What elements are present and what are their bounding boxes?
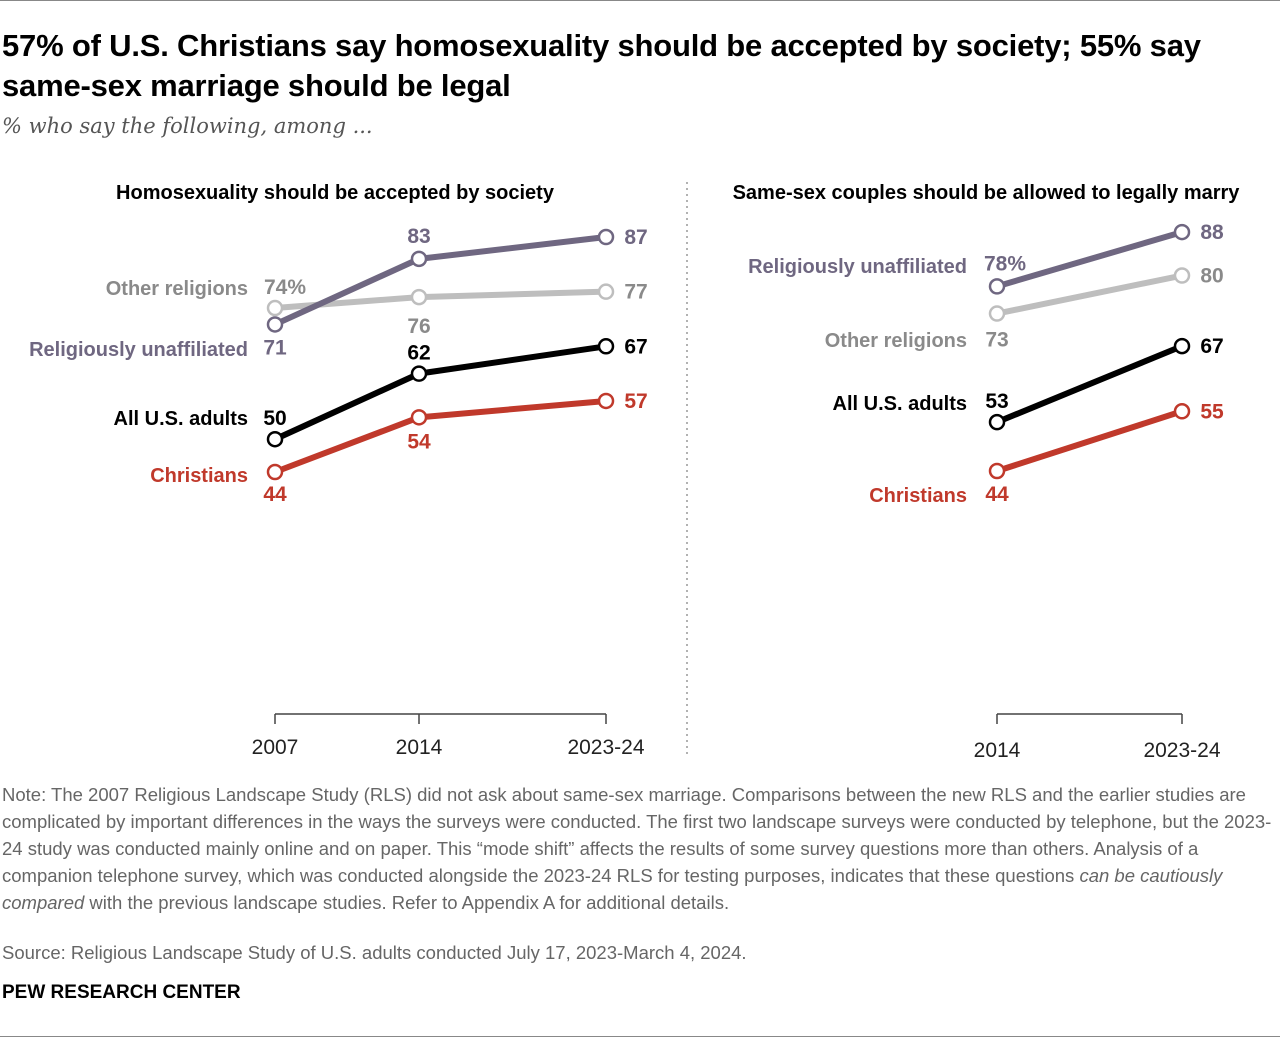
chart-title: Same-sex couples should be allowed to le… (733, 182, 1241, 204)
data-point-christians (266, 463, 284, 481)
series-line-unaffiliated (996, 229, 1183, 290)
data-point-christians (597, 392, 615, 410)
data-label-all: 50 (263, 407, 286, 430)
data-label-christians: 55 (1200, 400, 1224, 423)
data-point-other (597, 283, 615, 300)
series-name-other: Other religions (106, 278, 248, 300)
data-point-unaffiliated (988, 278, 1006, 295)
series-line-christians (996, 408, 1183, 474)
data-label-other: 73 (985, 329, 1008, 352)
note: Note: The 2007 Religious Landscape Study… (2, 781, 1278, 916)
data-point-other (410, 288, 428, 306)
data-label-other: 77 (624, 281, 647, 304)
series-name-unaffiliated: Religiously unaffiliated (748, 256, 967, 278)
data-label-unaffiliated: 71 (263, 336, 287, 359)
note-text-end: with the previous landscape studies. Ref… (84, 892, 730, 913)
data-point-all (266, 430, 284, 448)
data-label-unaffiliated: 78% (984, 252, 1026, 275)
subtitle: % who say the following, among ... (2, 114, 373, 138)
data-label-all: 53 (985, 390, 1008, 413)
x-tick-label: 2014 (974, 739, 1021, 762)
data-point-other (988, 305, 1006, 322)
data-label-other: 80 (1200, 265, 1223, 288)
data-point-christians (410, 409, 428, 426)
charts: Homosexuality should be accepted by soci… (29, 182, 1241, 762)
x-tick-label: 2007 (252, 736, 299, 759)
data-point-all (988, 413, 1006, 431)
series-line-all (273, 343, 607, 442)
data-point-unaffiliated (1173, 223, 1191, 241)
series-name-all: All U.S. adults (833, 393, 967, 415)
data-point-christians (1173, 403, 1191, 420)
data-label-christians: 54 (407, 430, 431, 453)
top-rule (0, 0, 1280, 1)
data-label-christians: 44 (985, 483, 1009, 506)
x-tick-label: 2014 (396, 736, 443, 759)
data-label-other: 74% (264, 276, 306, 299)
x-tick-label: 2023-24 (1143, 739, 1220, 762)
data-point-all (410, 365, 428, 382)
data-point-other (1173, 267, 1191, 284)
data-point-other (266, 299, 284, 317)
data-label-all: 67 (624, 335, 647, 358)
data-point-unaffiliated (410, 250, 428, 268)
data-label-christians: 57 (624, 390, 647, 413)
bottom-rule (0, 1036, 1280, 1037)
data-point-unaffiliated (266, 316, 284, 333)
data-label-unaffiliated: 88 (1200, 221, 1224, 244)
series-name-other: Other religions (825, 330, 967, 352)
data-point-all (1173, 337, 1191, 355)
note-text: Note: The 2007 Religious Landscape Study… (2, 784, 1272, 886)
series-name-all: All U.S. adults (114, 408, 248, 430)
data-label-other: 76 (407, 315, 430, 338)
page-title: 57% of U.S. Christians say homosexuality… (2, 28, 1201, 103)
note-italic: can be cautiously compared (2, 865, 1223, 913)
series-name-christians: Christians (150, 465, 248, 487)
series-line-other (996, 272, 1183, 317)
series-line-unaffiliated (273, 234, 607, 328)
series-line-all (995, 343, 1184, 425)
data-label-unaffiliated: 83 (407, 225, 430, 248)
brand-logo: PEW RESEARCH CENTER (2, 982, 241, 1003)
x-tick-label: 2023-24 (567, 736, 644, 759)
source: Source: Religious Landscape Study of U.S… (2, 942, 747, 963)
series-name-unaffiliated: Religiously unaffiliated (29, 339, 248, 361)
series-line-christians (273, 397, 607, 475)
series-name-christians: Christians (869, 485, 967, 507)
chart-title: Homosexuality should be accepted by soci… (116, 182, 555, 204)
data-label-all: 67 (1200, 335, 1223, 358)
data-point-christians (988, 462, 1006, 480)
data-label-all: 62 (407, 342, 430, 365)
data-point-all (597, 338, 615, 355)
data-label-unaffiliated: 87 (624, 226, 647, 249)
data-point-unaffiliated (597, 228, 615, 246)
data-label-christians: 44 (263, 483, 287, 506)
